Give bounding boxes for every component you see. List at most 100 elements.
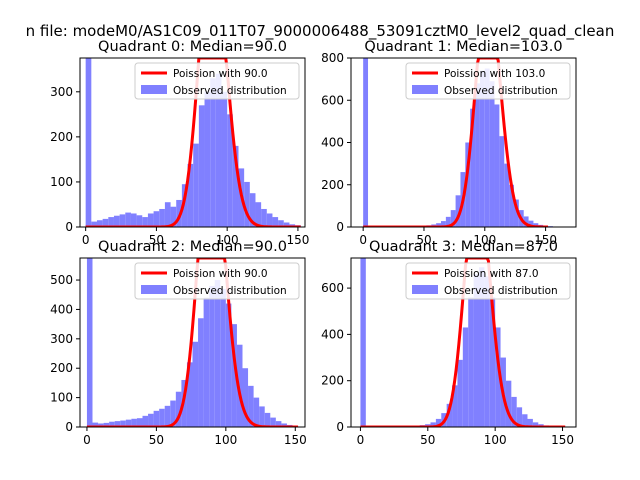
x-tick-label: 100 [214, 433, 237, 447]
legend-box [405, 262, 571, 300]
histogram-bar [85, 58, 92, 227]
x-tick-label: 100 [473, 233, 496, 247]
histogram-bar [92, 422, 99, 427]
histogram-bar [142, 217, 148, 227]
histogram-bar [275, 421, 282, 427]
legend-bar-swatch [412, 285, 438, 294]
histogram-bar [436, 223, 441, 227]
subplot-quadrant-2: 0 50 100 150 0 100 200 300 400 500 Poission with 9… [50, 239, 307, 447]
legend-bar-swatch [141, 85, 167, 94]
histogram-bar [103, 422, 110, 427]
histogram-bar [360, 258, 366, 427]
histogram-bar [210, 78, 216, 227]
histogram-bar [153, 211, 160, 227]
histogram-bar [489, 81, 495, 227]
y-tick-label: 200 [50, 361, 73, 375]
histogram-bar [215, 73, 222, 227]
histogram-bar [181, 184, 188, 227]
poisson-curve [362, 58, 549, 227]
legend-label-observed: Observed distribution [444, 285, 558, 297]
subplot-title: Quadrant 1: Median=103.0 [364, 39, 562, 55]
histogram-bar [266, 213, 273, 227]
histogram-bar [264, 412, 271, 427]
x-tick-label: 100 [484, 433, 507, 447]
histogram-bar [489, 297, 496, 427]
histogram-bar [446, 403, 453, 427]
histogram-bar [159, 408, 165, 427]
y-tick-label: 600 [321, 281, 344, 295]
histogram-bar [170, 206, 177, 227]
x-tick-label: 50 [149, 233, 164, 247]
histogram-bar [193, 143, 199, 227]
x-tick-label: 50 [416, 233, 431, 247]
histogram-bar [91, 221, 97, 227]
x-tick-label: 150 [284, 433, 307, 447]
histogram-bar [187, 163, 194, 227]
x-tick-label: 0 [357, 433, 365, 447]
histogram-bar [523, 216, 529, 227]
y-tick-label: 200 [321, 178, 344, 192]
histogram-bar [136, 418, 143, 427]
histogram-bar [86, 258, 93, 427]
histogram-bar [495, 327, 501, 427]
histogram-bar [484, 68, 490, 227]
histogram-bar [192, 341, 199, 427]
x-tick-label: 150 [551, 433, 574, 447]
histogram-bar [98, 423, 104, 427]
subplot-quadrant-0: 0 50 100 150 0 100 200 300 Poission with 90.0 Obs… [50, 39, 309, 247]
legend-label-poisson: Poission with 90.0 [173, 68, 268, 80]
histogram-bar [159, 208, 165, 227]
histogram-bar [220, 288, 226, 427]
histogram-bar [198, 318, 204, 427]
histogram-bar [363, 58, 369, 227]
axes-frame [79, 257, 306, 428]
histogram-bar [249, 193, 256, 227]
y-tick-label: 500 [50, 273, 73, 287]
histogram-bar [227, 114, 233, 227]
histogram-bar [153, 410, 160, 427]
subplot-title: Quadrant 2: Median=90.0 [98, 239, 287, 255]
subplot-quadrant-1: 0 50 100 150 0 200 400 600 800 Poission with 103.… [321, 39, 577, 247]
histogram-bar [283, 222, 290, 227]
histogram-bar [225, 303, 232, 427]
histogram-bar [119, 214, 126, 227]
y-tick-label: 800 [321, 51, 344, 65]
y-tick-label: 200 [50, 130, 73, 144]
histogram-bar [113, 215, 120, 227]
histogram-bar [272, 217, 279, 227]
subplot-title: Quadrant 3: Median=87.0 [369, 239, 558, 255]
histogram-bar [441, 221, 446, 227]
histogram-bar [221, 91, 228, 227]
histogram-bar [255, 202, 262, 227]
histogram-bar [533, 223, 539, 227]
subplot-grid: 0 50 100 150 0 100 200 300 Poission with 90.0 Obs… [50, 39, 577, 447]
histogram-bar [232, 145, 239, 227]
histogram-bar [445, 216, 451, 227]
legend-label-observed: Observed distribution [173, 285, 287, 297]
histogram-bar [209, 285, 215, 427]
histogram-bar [516, 407, 523, 427]
histogram-bar [450, 210, 456, 227]
histogram-bar [142, 415, 149, 427]
legend-bar-swatch [141, 285, 167, 294]
histogram-bar [231, 324, 237, 427]
histogram-bar [270, 417, 276, 427]
histogram-bar [131, 418, 137, 427]
histogram-bar [186, 362, 193, 427]
histogram-bar [478, 267, 485, 427]
subplot-quadrant-3: 0 50 100 150 0 200 400 600 Poission with 87.0 Obs… [321, 239, 577, 447]
histogram-bar [108, 217, 114, 227]
y-tick-label: 0 [336, 220, 344, 234]
legend-box [405, 62, 571, 100]
histogram-bar [479, 70, 485, 227]
histogram-bar [470, 108, 476, 227]
histogram-bar [522, 414, 528, 427]
histogram-bar [102, 218, 109, 227]
y-tick-label: 400 [50, 302, 73, 316]
histogram-bar [253, 397, 260, 427]
x-tick-label: 50 [420, 433, 435, 447]
histogram-bar [435, 418, 442, 427]
histogram-bar [96, 220, 103, 227]
histogram-bar [130, 213, 137, 227]
histogram-bar [120, 420, 126, 427]
